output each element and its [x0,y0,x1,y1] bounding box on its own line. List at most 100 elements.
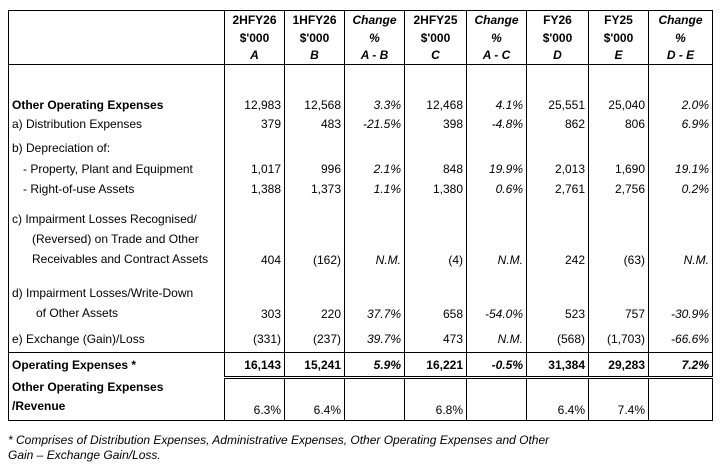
empty-cell [526,64,589,88]
row-label-line: Other Operating Expenses [12,379,164,394]
table-cell: 6.9% [648,111,713,137]
table-cell: 523 [526,272,589,327]
column-header-unit: % [466,28,527,47]
table-cell: 220 [284,272,345,327]
row-impairment-other: d) Impairment Losses/Write-Down of Other … [8,272,713,327]
operating-expenses-table: 2HFY26 1HFY26 Change 2HFY25 Change FY26 FY25 Ch… [8,10,713,421]
table-cell: (331) [224,326,285,353]
table-cell: 16,221 [404,352,467,379]
table-cell: 12,468 [404,87,467,112]
table-cell: 2,013 [526,159,589,179]
table-cell: 12,568 [284,87,345,112]
row-rou: - Right-of-use Assets 1,388 1,373 1.1% 1,380… [8,178,713,199]
table-cell: 242 [526,198,589,273]
column-header-code: D - E [648,46,713,65]
column-header-code: E [588,46,649,65]
row-label: a) Distribution Expenses [8,111,225,137]
table-cell: 473 [404,326,467,353]
column-header-code: C [404,46,467,65]
column-header-unit: $'000 [224,28,285,47]
header-row-unit: $'000 $'000% $'000% $'000 $'000% [8,28,713,47]
column-header-code: B [284,46,345,65]
table-cell: 658 [404,272,467,327]
header-blank [8,10,225,29]
table-cell: 2.1% [344,159,405,179]
table-cell: 3.3% [344,87,405,112]
row-label-line: /Revenue [12,398,66,413]
header-blank [8,28,225,47]
row-label: c) Impairment Losses Recognised/ (Reverse… [8,198,225,273]
row-label-line: c) Impairment Losses Recognised/ [12,211,197,226]
column-header-period: Change [466,10,527,29]
table-cell: (237) [284,326,345,353]
table-cell: 25,040 [588,87,649,112]
table-cell: 1,373 [284,178,345,199]
empty-cell [526,136,589,160]
column-header-unit: $'000 [284,28,345,47]
table-cell: N.M. [344,198,405,273]
table-cell: N.M. [648,198,713,273]
table-cell: 2.0% [648,87,713,112]
table-cell: 996 [284,159,345,179]
row-ratio: Other Operating Expenses/Revenue 6.3% 6.4%… [8,377,713,421]
row-label-line: of Other Assets [36,305,119,320]
footnote: * Comprises of Distribution Expenses, Ad… [8,433,712,463]
table-cell: (568) [526,326,589,353]
table-cell: 7.4% [588,377,649,421]
table-cell: 806 [588,111,649,137]
table-cell: 379 [224,111,285,137]
row-label: - Right-of-use Assets [8,178,225,199]
row-label [8,64,225,88]
row-label: Other Operating Expenses/Revenue [8,377,225,421]
table-cell: 4.1% [466,87,527,112]
table-cell [466,377,527,421]
header-row-period: 2HFY26 1HFY26 Change 2HFY25 Change FY26 FY25 Ch… [8,10,713,29]
table-cell: 6.8% [404,377,467,421]
table-cell: 6.3% [224,377,285,421]
column-header-period: 1HFY26 [284,10,345,29]
table-cell: 5.9% [344,352,405,379]
table-cell: (63) [588,198,649,273]
row-fx: e) Exchange (Gain)/Loss (331) (237) 39.7% 47… [8,326,713,353]
table-cell: 2,761 [526,178,589,199]
table-cell: -30.9% [648,272,713,327]
table-cell: 2,756 [588,178,649,199]
table-cell: N.M. [466,198,527,273]
table-cell: 1,690 [588,159,649,179]
row-ppe: - Property, Plant and Equipment 1,017 996 2… [8,159,713,179]
row-impairment-recv: c) Impairment Losses Recognised/ (Reverse… [8,198,713,273]
table-cell: 31,384 [526,352,589,379]
table-cell: 12,983 [224,87,285,112]
table-cell: -4.8% [466,111,527,137]
row-label: - Property, Plant and Equipment [8,159,225,179]
column-header-period: 2HFY25 [404,10,467,29]
table-cell: (4) [404,198,467,273]
column-header-period: FY25 [588,10,649,29]
empty-cell [284,64,345,88]
column-header-code: D [526,46,589,65]
table-cell: -0.5% [466,352,527,379]
column-header-period: FY26 [526,10,589,29]
empty-cell [344,64,405,88]
column-header-period: Change [648,10,713,29]
column-header-period: Change [344,10,405,29]
row-label: Operating Expenses * [8,352,225,378]
table-cell: 39.7% [344,326,405,353]
table-cell: -54.0% [466,272,527,327]
row-other-opex: Other Operating Expenses 12,983 12,568 3.3%… [8,87,713,112]
empty-cell [648,136,713,160]
column-header-unit: % [344,28,405,47]
table-cell: 29,283 [588,352,649,379]
empty-cell [588,136,649,160]
table-cell: 19.1% [648,159,713,179]
empty-cell [466,136,527,160]
table-cell: 1.1% [344,178,405,199]
row-distribution: a) Distribution Expenses 379 483 -21.5% 398-… [8,111,713,137]
table-cell: (1,703) [588,326,649,353]
table-cell: 19.9% [466,159,527,179]
empty-cell [224,64,285,88]
table-cell: 757 [588,272,649,327]
table-cell: 25,551 [526,87,589,112]
table-cell: (162) [284,198,345,273]
